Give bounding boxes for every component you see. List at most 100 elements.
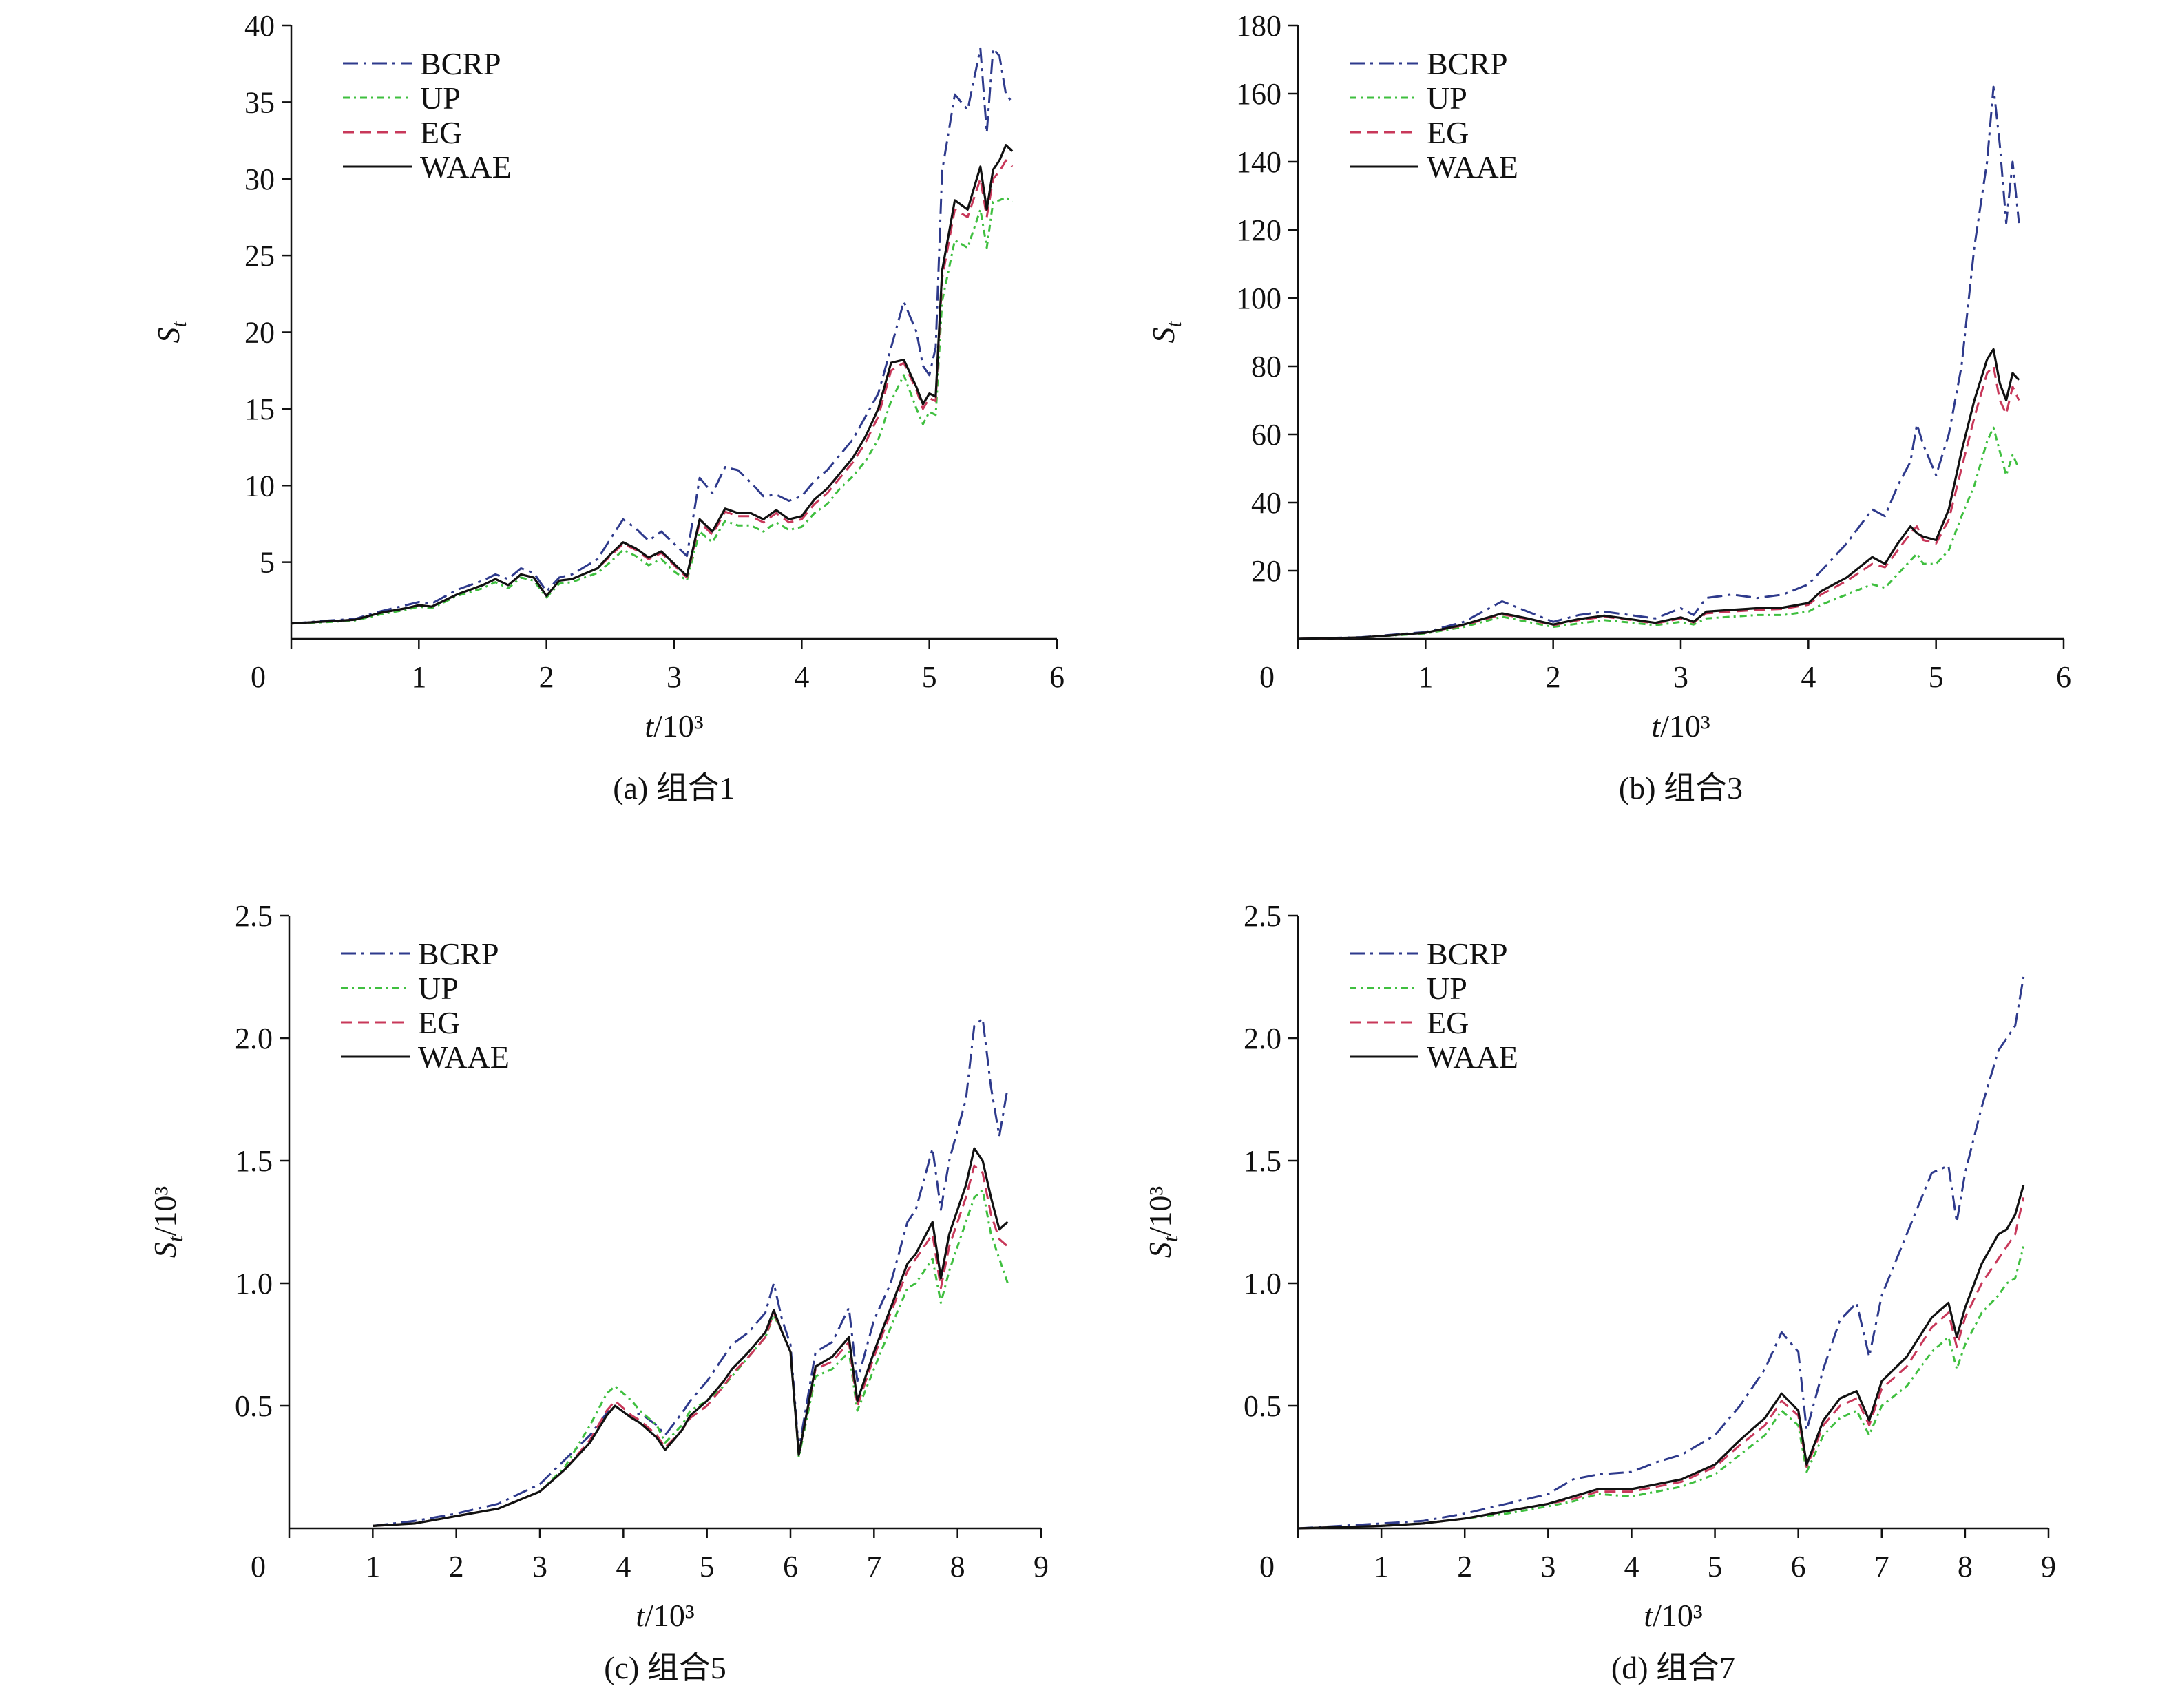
x-tick-label: 5 (1929, 660, 1944, 694)
y-tick-label: 160 (1236, 77, 1281, 111)
y-axis-label: St/10³ (1142, 1186, 1182, 1258)
legend-label-up: UP (420, 81, 461, 116)
legend-label-bcrp: BCRP (1427, 936, 1508, 971)
x-tick-label: 4 (616, 1550, 631, 1583)
y-tick-label: 30 (244, 162, 275, 196)
y-tick-label: 100 (1236, 282, 1281, 315)
chart-panel-c: 0 1 2 3 4 5 6 7 8 9 0.5 1.0 1.5 2.0 2.5 t/10³ St/10³ (c) … (147, 899, 1049, 1685)
panel-caption: (c) 组合5 (604, 1650, 726, 1685)
chart-panel-a: 0 1 2 3 4 5 6 5 10 15 20 25 30 35 40 t/10³ St (a) 组合1 BCRP… (151, 9, 1065, 805)
x-tick-label: 6 (1791, 1550, 1806, 1583)
legend-label-up: UP (1427, 81, 1467, 116)
series-line-eg (1297, 1197, 2025, 1530)
y-tick-label: 1.0 (235, 1267, 273, 1300)
series-line-waae (373, 1147, 1009, 1527)
y-tick-label: 2.5 (235, 899, 273, 933)
x-tick-label: 3 (532, 1550, 547, 1583)
x-tick-label: 1 (1374, 1550, 1389, 1583)
x-tick-label: 3 (1673, 660, 1688, 694)
panel-caption: (a) 组合1 (613, 770, 735, 805)
y-tick-label: 1.5 (235, 1144, 273, 1178)
series-line-bcrp (1297, 976, 2025, 1530)
y-tick-label: 20 (244, 316, 275, 350)
x-tick-label: 3 (1540, 1550, 1555, 1583)
x-tick-label: 1 (411, 660, 426, 694)
y-tick-label: 0.5 (235, 1389, 273, 1423)
y-tick-label: 80 (1251, 350, 1281, 383)
x-tick-label: 2 (1457, 1550, 1472, 1583)
y-axis-label: St (1146, 320, 1186, 343)
legend-label-up: UP (418, 971, 459, 1006)
series-line-eg (291, 159, 1014, 625)
series-line-waae (291, 144, 1014, 625)
series-line-waae (1297, 1185, 2025, 1530)
y-tick-label: 1.0 (1244, 1267, 1281, 1300)
y-tick-label: 15 (244, 392, 275, 426)
x-axis-label: t/10³ (636, 1598, 694, 1633)
panel-caption: (b) 组合3 (1619, 770, 1743, 805)
series-line-bcrp (291, 47, 1014, 625)
y-tick-label: 5 (260, 546, 275, 580)
x-tick-label: 7 (1874, 1550, 1889, 1583)
x-tick-label: 1 (1418, 660, 1433, 694)
x-tick-label: 9 (2041, 1550, 2056, 1583)
x-tick-label: 0 (251, 660, 266, 694)
y-tick-label: 180 (1236, 9, 1281, 43)
x-tick-label: 4 (794, 660, 809, 694)
legend-label-up: UP (1427, 971, 1467, 1006)
x-tick-label: 4 (1624, 1550, 1639, 1583)
x-axis-label: t/10³ (1651, 708, 1710, 744)
x-axis-label: t/10³ (645, 708, 703, 744)
legend-label-eg: EG (420, 115, 462, 150)
y-tick-label: 120 (1236, 213, 1281, 247)
series-line-eg (373, 1164, 1009, 1527)
y-tick-label: 2.5 (1244, 899, 1281, 933)
x-axis-label: t/10³ (1644, 1598, 1702, 1633)
y-tick-label: 2.0 (235, 1022, 273, 1055)
y-axis-label: St/10³ (147, 1186, 187, 1258)
legend-label-waae: WAAE (1427, 1040, 1518, 1075)
x-tick-label: 6 (2056, 660, 2071, 694)
x-tick-label: 8 (950, 1550, 965, 1583)
y-tick-label: 25 (244, 239, 275, 273)
series-line-waae (1297, 348, 2020, 640)
series-line-up (373, 1189, 1009, 1527)
x-tick-label: 5 (1708, 1550, 1723, 1583)
x-tick-label: 4 (1801, 660, 1816, 694)
series-line-bcrp (1297, 85, 2020, 640)
y-tick-label: 2.0 (1244, 1022, 1281, 1055)
legend-label-waae: WAAE (418, 1040, 510, 1075)
x-tick-label: 8 (1958, 1550, 1973, 1583)
y-tick-label: 60 (1251, 418, 1281, 452)
x-tick-label: 0 (1259, 1550, 1275, 1583)
legend-label-waae: WAAE (1427, 149, 1518, 184)
y-tick-label: 0.5 (1244, 1389, 1281, 1423)
x-tick-label: 3 (667, 660, 682, 694)
y-tick-label: 10 (244, 469, 275, 503)
x-tick-label: 9 (1034, 1550, 1049, 1583)
y-tick-label: 40 (1251, 486, 1281, 520)
x-tick-label: 5 (700, 1550, 715, 1583)
series-line-up (291, 196, 1013, 625)
y-tick-label: 1.5 (1244, 1144, 1281, 1178)
legend-label-bcrp: BCRP (418, 936, 499, 971)
series-line-up (1297, 426, 2020, 640)
x-tick-label: 0 (1259, 660, 1275, 694)
y-tick-label: 140 (1236, 145, 1281, 179)
legend-label-bcrp: BCRP (420, 46, 501, 81)
chart-panel-d: 0 1 2 3 4 5 6 7 8 9 0.5 1.0 1.5 2.0 2.5 t/10³ St/10³ (d) … (1142, 899, 2056, 1685)
x-tick-label: 2 (539, 660, 554, 694)
legend-label-eg: EG (1427, 1005, 1469, 1040)
legend-label-waae: WAAE (420, 149, 512, 184)
series-line-up (1297, 1246, 2025, 1530)
x-tick-label: 7 (866, 1550, 881, 1583)
x-tick-label: 2 (449, 1550, 464, 1583)
x-tick-label: 0 (251, 1550, 266, 1583)
series-line-eg (1297, 365, 2020, 640)
panel-caption: (d) 组合7 (1611, 1650, 1735, 1685)
x-tick-label: 1 (365, 1550, 380, 1583)
